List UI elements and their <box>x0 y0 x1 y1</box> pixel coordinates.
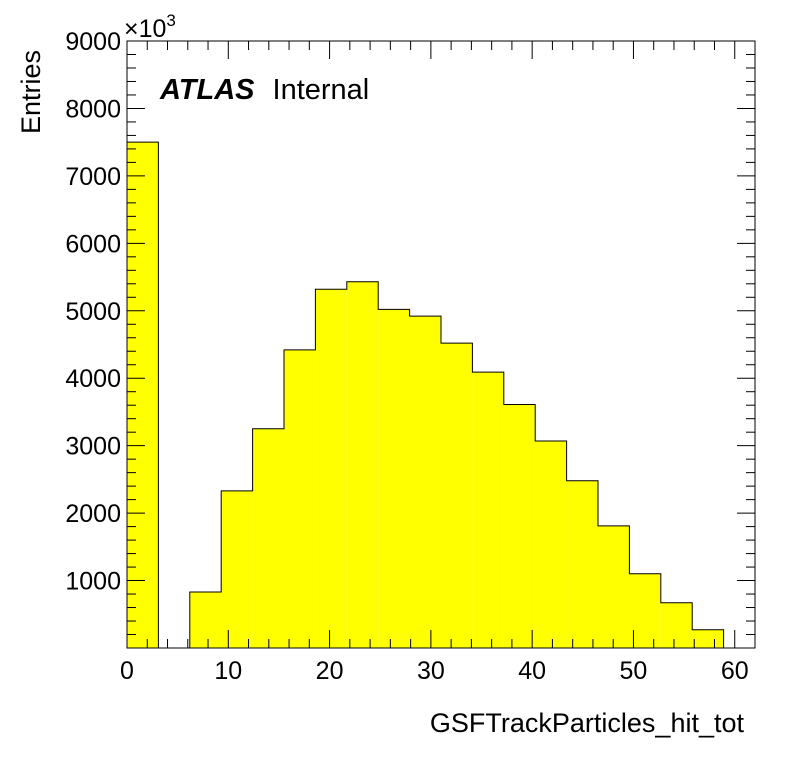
y-tick-label: 1000 <box>65 568 121 596</box>
x-tick-label: 40 <box>518 657 546 685</box>
axis-ticks <box>126 40 756 649</box>
atlas-label-internal: Internal <box>273 74 370 106</box>
y-tick-label: 8000 <box>65 95 121 123</box>
histogram-bars <box>126 141 725 649</box>
y-tick-label: 2000 <box>65 500 121 528</box>
histogram-bar <box>472 372 504 648</box>
histogram-bar <box>252 428 284 648</box>
histogram-bar <box>189 592 222 648</box>
y-axis-title: Entries <box>16 50 46 134</box>
histogram-bar <box>629 573 661 648</box>
histogram-bar <box>598 525 630 648</box>
histogram-bar <box>441 343 473 648</box>
y-tick-label: 4000 <box>65 365 121 393</box>
x-tick-label: 60 <box>721 657 749 685</box>
y-axis-multiplier: ×103 <box>124 11 176 43</box>
plot-frame <box>126 40 756 649</box>
y-axis-multiplier-exponent: 3 <box>166 11 175 30</box>
histogram-bar <box>409 316 441 648</box>
histogram-bar <box>127 142 159 648</box>
histogram-bar <box>692 629 724 648</box>
x-axis-title: GSFTrackParticles_hit_tot <box>430 708 745 738</box>
histogram-bar <box>535 440 567 648</box>
x-tick-label: 30 <box>417 657 445 685</box>
atlas-label-bold: ATLAS <box>159 74 255 106</box>
y-tick-label: 6000 <box>65 230 121 258</box>
histogram-bar <box>503 404 536 648</box>
histogram-bar <box>660 602 693 648</box>
histogram-bar <box>221 490 253 648</box>
y-tick-label: 3000 <box>65 433 121 461</box>
histogram-bar <box>378 309 410 648</box>
y-tick-label: 7000 <box>65 163 121 191</box>
x-tick-label: 20 <box>316 657 344 685</box>
x-tick-label: 50 <box>620 657 648 685</box>
y-tick-label: 5000 <box>65 298 121 326</box>
histogram-outline <box>126 141 725 649</box>
y-tick-labels: 1000 2000 3000 4000 5000 6000 7000 8000 9000 <box>65 28 121 596</box>
x-tick-labels: 0 10 20 30 40 50 60 <box>120 657 749 685</box>
atlas-label: ATLAS Internal <box>159 74 369 106</box>
y-tick-label: 9000 <box>65 28 121 56</box>
x-tick-label: 10 <box>214 657 242 685</box>
histogram-bar <box>284 349 316 648</box>
histogram-bar <box>346 281 379 648</box>
histogram-bar <box>315 289 347 648</box>
histogram-bar <box>566 480 598 648</box>
x-tick-label: 0 <box>120 657 134 685</box>
